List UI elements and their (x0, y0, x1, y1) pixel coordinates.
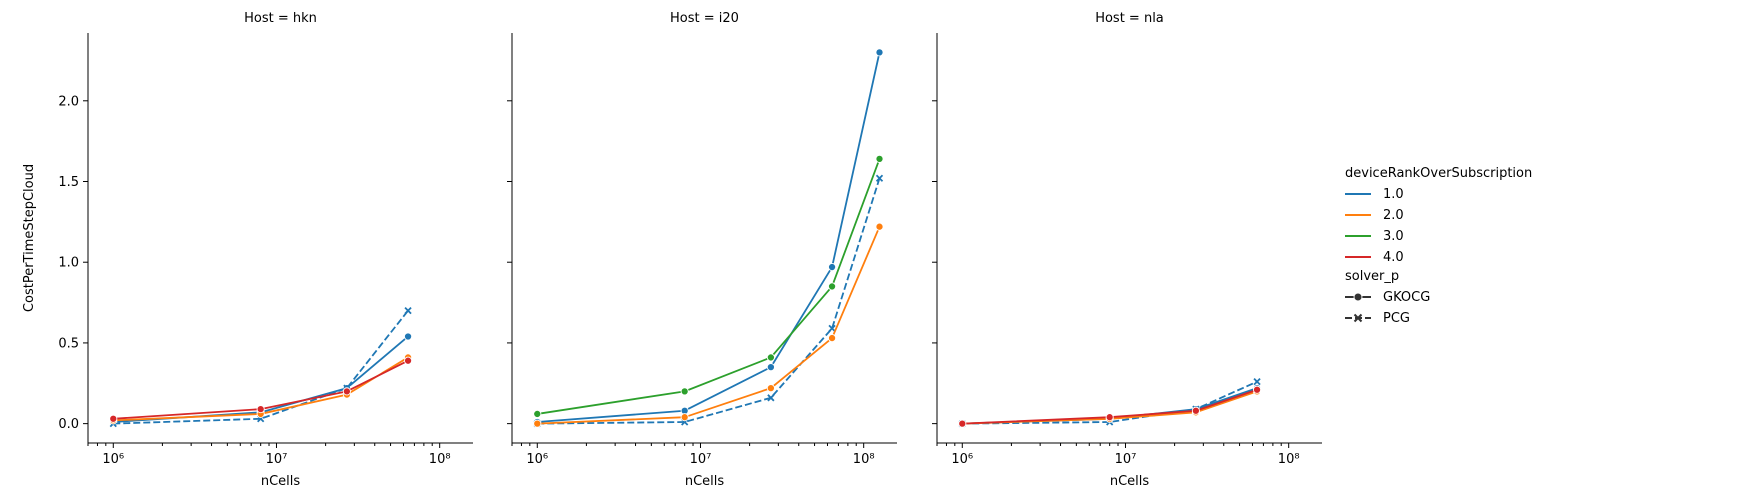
data-point (766, 384, 775, 393)
series-2.0-GKOCG (109, 353, 413, 425)
x-tick-label: 10⁸ (1278, 452, 1300, 467)
legend-label: GKOCG (1383, 290, 1430, 305)
panel-3: Host = nla 10⁶ 10⁷ 10⁸ nCells (932, 11, 1322, 489)
y-tick-label: 2.0 (58, 94, 79, 109)
data-point (1253, 385, 1262, 394)
legend-label: 1.0 (1383, 187, 1404, 202)
legend-entry: 2.0 (1345, 208, 1404, 223)
data-point (1105, 413, 1114, 422)
data-point (828, 282, 837, 291)
x-tick-label: 10⁸ (853, 452, 875, 467)
legend-style-title: solver_p (1345, 269, 1399, 284)
x-tick-label: 10⁸ (429, 452, 451, 467)
legend-marker (1353, 292, 1363, 302)
series-4.0-GKOCG (109, 356, 413, 423)
data-point (766, 363, 775, 372)
legend-entry: 1.0 (1345, 187, 1404, 202)
data-point-stroke (404, 307, 412, 315)
data-point (404, 356, 413, 365)
data-point (1253, 378, 1261, 386)
data-point (342, 387, 351, 396)
x-tick-label: 10⁷ (266, 452, 288, 467)
data-point (404, 332, 413, 341)
data-point (828, 324, 836, 333)
data-point-stroke (767, 394, 775, 402)
data-point (828, 334, 837, 343)
data-point (875, 48, 884, 57)
data-point (533, 419, 542, 428)
legend-label: 3.0 (1383, 229, 1404, 244)
legend-label: 4.0 (1383, 250, 1404, 265)
x-axis-label: nCells (685, 474, 725, 489)
legend-entry: PCG (1345, 311, 1410, 326)
chart-panels: Host = hkn 10⁶ 10⁷ 10⁸ 0.0 0.5 1.0 1.5 2.0 nCells… (22, 11, 1322, 489)
series-line (113, 359, 409, 420)
series-line (537, 178, 881, 425)
legend-entry: 3.0 (1345, 229, 1404, 244)
legend-label: 2.0 (1383, 208, 1404, 223)
y-tick-label: 1.0 (58, 256, 79, 271)
x-axis-label: nCells (261, 474, 301, 489)
data-point (767, 394, 775, 402)
x-tick-label: 10⁶ (951, 452, 973, 467)
data-point (1191, 406, 1200, 415)
panel-2: Host = i20 10⁶ 10⁷ 10⁸ nCells (507, 11, 897, 489)
panel-title: Host = hkn (244, 11, 317, 26)
legend-marker (1353, 313, 1363, 323)
y-tick-label: 0.5 (58, 336, 79, 351)
series-2.0-GKOCG (533, 222, 884, 428)
data-point (875, 174, 884, 182)
x-tick-label: 10⁷ (1115, 452, 1137, 467)
series-4.0-GKOCG (958, 385, 1262, 428)
legend-label: PCG (1383, 311, 1410, 326)
series-line (962, 388, 1258, 425)
panel-title: Host = nla (1095, 11, 1164, 26)
x-tick-label: 10⁶ (526, 452, 548, 467)
legend-marker-stroke (1353, 313, 1363, 323)
y-tick-label: 0.0 (58, 417, 79, 432)
panel-1: Host = hkn 10⁶ 10⁷ 10⁸ 0.0 0.5 1.0 1.5 2.0 nCells… (22, 11, 473, 489)
data-point (828, 263, 837, 272)
chart-legend: deviceRankOverSubscription 1.0 2.0 3.0 4.0 so… (1345, 166, 1532, 326)
panel-title: Host = i20 (670, 11, 739, 26)
legend-entry: GKOCG (1345, 290, 1430, 305)
x-tick-label: 10⁶ (102, 452, 124, 467)
data-point (766, 353, 775, 362)
data-point (875, 154, 884, 163)
data-point (680, 387, 689, 396)
series-1.0-PCG (533, 174, 884, 428)
series-3.0-GKOCG (533, 154, 884, 418)
data-point-stroke (828, 324, 836, 333)
data-point (875, 222, 884, 231)
y-tick-label: 1.5 (58, 175, 79, 190)
legend-hue-title: deviceRankOverSubscription (1345, 166, 1532, 181)
legend-entry: 4.0 (1345, 250, 1404, 265)
data-point (404, 307, 412, 315)
data-point (680, 413, 689, 422)
x-axis-label: nCells (1110, 474, 1150, 489)
y-axis-label: CostPerTimeStepCloud (22, 164, 37, 312)
data-point (533, 409, 542, 418)
series-line (537, 226, 881, 425)
series-1.0-GKOCG (533, 48, 884, 427)
data-point (958, 419, 967, 428)
data-point (109, 414, 118, 423)
data-point (256, 405, 265, 414)
data-point-stroke (875, 174, 884, 182)
series-line (537, 52, 881, 423)
data-point-stroke (1253, 378, 1261, 386)
x-tick-label: 10⁷ (690, 452, 712, 467)
